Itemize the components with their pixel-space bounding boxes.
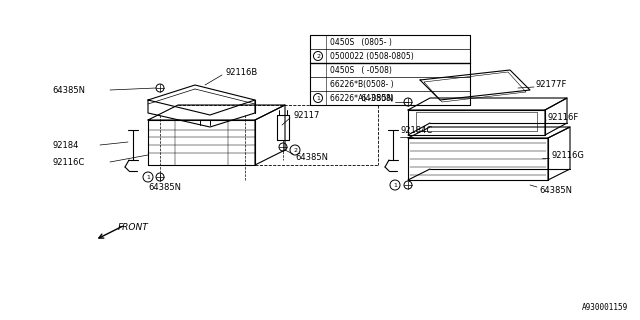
Text: 0450S   ( -0508): 0450S ( -0508)	[330, 66, 392, 75]
Text: 2: 2	[316, 53, 320, 59]
Text: 0450S   (0805- ): 0450S (0805- )	[330, 37, 392, 46]
Text: 64385N: 64385N	[360, 93, 393, 102]
Text: 92116C: 92116C	[52, 157, 84, 166]
Text: 66226*B(0508- ): 66226*B(0508- )	[330, 79, 394, 89]
Text: FRONT: FRONT	[118, 223, 148, 233]
Text: 64385N: 64385N	[539, 186, 572, 195]
Text: 64385N: 64385N	[148, 182, 181, 191]
Text: 0500022 (0508-0805): 0500022 (0508-0805)	[330, 52, 413, 60]
Text: 92116B: 92116B	[225, 68, 257, 76]
Text: 92117: 92117	[293, 110, 319, 119]
Text: 66226*A( -0508): 66226*A( -0508)	[330, 93, 394, 102]
Text: 1: 1	[393, 182, 397, 188]
Text: 92184: 92184	[52, 140, 78, 149]
Text: 1: 1	[316, 95, 320, 100]
Text: 64385N: 64385N	[295, 153, 328, 162]
Text: 92116F: 92116F	[548, 113, 579, 122]
Text: 92116G: 92116G	[551, 150, 584, 159]
Text: 64385N: 64385N	[52, 85, 85, 94]
Text: 92184C: 92184C	[400, 125, 432, 134]
Text: 92177F: 92177F	[536, 79, 568, 89]
Text: A930001159: A930001159	[582, 303, 628, 312]
Text: 2: 2	[293, 148, 297, 153]
Text: 1: 1	[146, 174, 150, 180]
